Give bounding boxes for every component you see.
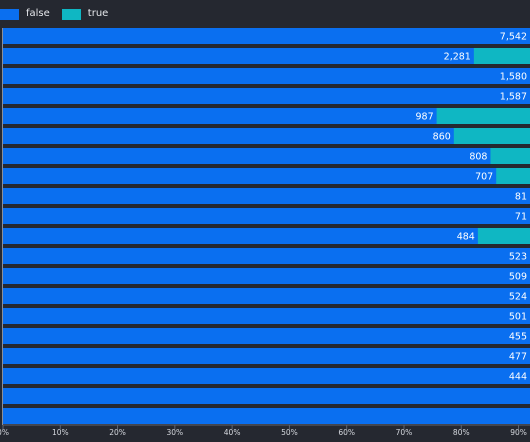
data-label-15: 455 bbox=[509, 332, 527, 343]
bar-false-12 bbox=[3, 268, 530, 284]
legend-label-false: false bbox=[26, 8, 50, 19]
bar-false-0 bbox=[3, 28, 530, 44]
data-label-12: 509 bbox=[509, 272, 527, 283]
bar-false-15 bbox=[3, 328, 530, 344]
data-label-1: 2,281 bbox=[444, 52, 471, 63]
data-label-5: 860 bbox=[433, 132, 451, 143]
bar-false-17 bbox=[3, 368, 530, 384]
bar-false-3 bbox=[3, 88, 530, 104]
bar-false-10 bbox=[3, 228, 478, 244]
bar-false-2 bbox=[3, 68, 530, 84]
x-tick-label-6: 60% bbox=[338, 428, 355, 437]
data-label-8: 81 bbox=[515, 192, 527, 203]
bar-false-13 bbox=[3, 288, 530, 304]
x-tick-label-1: 10% bbox=[52, 428, 69, 437]
legend: false true bbox=[0, 6, 120, 22]
data-label-17: 444 bbox=[509, 372, 527, 383]
x-tick-label-3: 30% bbox=[167, 428, 184, 437]
data-label-14: 501 bbox=[509, 312, 527, 323]
data-label-4: 987 bbox=[415, 112, 433, 123]
bar-false-8 bbox=[3, 188, 530, 204]
legend-item-true[interactable]: true bbox=[61, 6, 109, 22]
bar-false-9 bbox=[3, 208, 530, 224]
bar-false-16 bbox=[3, 348, 530, 364]
data-label-10: 484 bbox=[457, 232, 475, 243]
x-tick-label-9: 90% bbox=[510, 428, 527, 437]
x-tick-label-7: 70% bbox=[396, 428, 413, 437]
data-label-16: 477 bbox=[509, 352, 527, 363]
data-label-7: 707 bbox=[475, 172, 493, 183]
bar-false-4 bbox=[3, 108, 437, 124]
bar-false-19 bbox=[3, 408, 530, 424]
data-label-9: 71 bbox=[515, 212, 527, 223]
data-label-13: 524 bbox=[509, 292, 527, 303]
legend-item-false[interactable]: false bbox=[0, 6, 50, 22]
x-tick-label-4: 40% bbox=[224, 428, 241, 437]
x-tick-label-2: 20% bbox=[109, 428, 126, 437]
bar-false-1 bbox=[3, 48, 474, 64]
bar-false-7 bbox=[3, 168, 497, 184]
x-tick-label-5: 50% bbox=[281, 428, 298, 437]
data-label-6: 808 bbox=[469, 152, 487, 163]
bar-false-6 bbox=[3, 148, 491, 164]
data-label-11: 523 bbox=[509, 252, 527, 263]
legend-swatch-false bbox=[0, 8, 19, 20]
x-tick-label-0: 0% bbox=[0, 428, 9, 437]
bar-false-5 bbox=[3, 128, 454, 144]
data-label-0: 7,542 bbox=[500, 32, 527, 43]
x-tick-label-8: 80% bbox=[453, 428, 470, 437]
legend-swatch-true bbox=[61, 8, 81, 20]
legend-label-true: true bbox=[87, 8, 109, 19]
bar-false-14 bbox=[3, 308, 530, 324]
bar-false-11 bbox=[3, 248, 530, 264]
bar-false-18 bbox=[3, 388, 530, 404]
data-label-2: 1,580 bbox=[500, 72, 527, 83]
data-label-3: 1,587 bbox=[500, 92, 527, 103]
